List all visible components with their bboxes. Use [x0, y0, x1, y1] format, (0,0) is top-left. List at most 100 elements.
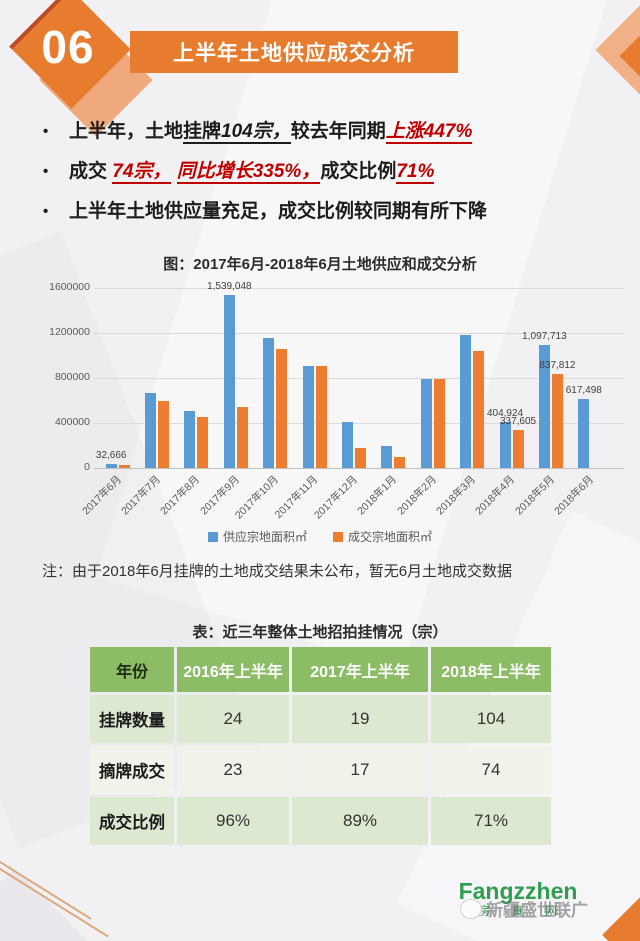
y-axis-tick-label: 1600000	[49, 281, 90, 293]
table-row-label: 挂牌数量	[90, 695, 174, 743]
bar-data-label: 1,097,713	[522, 330, 567, 342]
table-cell: 17	[292, 746, 428, 794]
bullet-segment: 上半年土地供应量充足，成交比例较同期有所下降	[69, 201, 488, 222]
legend-swatch	[333, 531, 343, 542]
x-axis-tick-label: 2017年7月	[118, 473, 163, 518]
table-cell: 19	[292, 695, 428, 743]
bullet-item: • 上半年，土地挂牌104宗，较去年同期上涨447%	[40, 118, 618, 145]
table-header-cell: 年份	[90, 647, 174, 692]
table-cell: 96%	[177, 797, 289, 845]
bar-deal	[236, 407, 248, 468]
table-cell: 74	[431, 746, 551, 794]
bullet-segment: 成交比例	[320, 161, 397, 182]
gridline	[94, 333, 624, 334]
wechat-icon	[460, 898, 482, 919]
land-supply-chart: 图：2017年6月-2018年6月土地供应和成交分析 0 400000 800000…	[30, 242, 624, 558]
bar-deal	[276, 348, 288, 468]
legend-label: 供应宗地面积㎡	[222, 530, 307, 544]
table-cell: 104	[431, 695, 551, 743]
bar-supply	[263, 337, 275, 468]
chart-legend: 供应宗地面积㎡ 成交宗地面积㎡	[30, 528, 610, 545]
bar-supply	[184, 410, 196, 468]
watermark: 新疆盛世联广	[460, 896, 588, 921]
chart-title: 图：2017年6月-2018年6月土地供应和成交分析	[163, 256, 477, 273]
bar-deal	[394, 457, 406, 468]
bar-data-label: 337,605	[499, 416, 537, 428]
bullet-item: • 上半年土地供应量充足，成交比例较同期有所下降	[40, 198, 618, 225]
bullet-segment: 挂牌	[183, 121, 222, 144]
gridline	[94, 468, 624, 469]
bar-data-label: 404,924	[486, 408, 524, 420]
bullet-text: 成交 74宗， 同比增长335%，成交比例71%	[69, 158, 435, 185]
bullet-dot: •	[43, 163, 49, 180]
table-cell: 89%	[292, 797, 428, 845]
bar-data-label: 837,812	[539, 359, 576, 371]
x-axis-tick-label: 2017年8月	[158, 473, 203, 518]
bullet-segment: 较去年同期	[290, 121, 386, 142]
bullet-segment: 74宗，	[112, 161, 172, 184]
bar-supply	[223, 294, 235, 468]
bullet-segment: 上涨447%	[385, 121, 473, 144]
bar-deal	[433, 378, 445, 468]
bar-supply	[342, 422, 353, 468]
table-cell: 71%	[431, 797, 551, 845]
section-number: 06	[41, 21, 95, 73]
logo-subtext: 房 真 网	[478, 904, 566, 918]
table-header-cell: 2017年上半年	[292, 647, 428, 692]
decor-line	[0, 854, 92, 920]
bullet-segment: 71%	[396, 161, 435, 184]
table-header-cell: 2016年上半年	[177, 647, 289, 692]
bullet-dot: •	[43, 203, 49, 220]
x-axis-tick-label: 2018年1月	[355, 473, 400, 518]
bullet-segment: 上半年，土地	[69, 121, 184, 142]
bullet-text: 上半年，土地挂牌104宗，较去年同期上涨447%	[69, 118, 473, 145]
bullet-segment: 104宗，	[221, 121, 291, 144]
bullet-list: • 上半年，土地挂牌104宗，较去年同期上涨447% • 成交 74宗， 同比增长33…	[40, 118, 618, 238]
bullet-text: 上半年土地供应量充足，成交比例较同期有所下降	[69, 198, 487, 225]
bar-deal	[118, 464, 130, 468]
bullet-dot: •	[43, 123, 49, 140]
table-header-cell: 2018年上半年	[431, 647, 551, 692]
gridline	[94, 378, 624, 379]
bullet-segment: 同比增长335%，	[176, 161, 321, 184]
table-cell: 23	[177, 746, 289, 794]
legend-label: 成交宗地面积㎡	[348, 530, 433, 544]
table-row-label: 摘牌成交	[90, 746, 174, 794]
bar-data-label: 32,666	[95, 450, 127, 462]
y-axis-tick-label: 1200000	[49, 326, 90, 338]
legend-item: 供应宗地面积㎡	[207, 528, 307, 545]
page-title: 上半年土地供应成交分析	[130, 31, 458, 73]
bar-supply	[460, 334, 472, 468]
bar-deal	[512, 430, 524, 468]
bullet-item: • 成交 74宗， 同比增长335%，成交比例71%	[40, 158, 618, 185]
y-axis-tick-label: 400000	[54, 416, 90, 428]
bar-supply	[538, 344, 550, 468]
bar-deal	[197, 417, 209, 468]
gridline	[94, 423, 624, 424]
bar-deal	[551, 373, 563, 468]
chart-note: 注：由于2018年6月挂牌的土地成交结果未公布，暂无6月土地成交数据	[42, 563, 513, 580]
x-axis-tick-label: 2018年3月	[434, 473, 479, 518]
legend-swatch	[207, 531, 218, 542]
bar-data-label: 617,498	[565, 384, 602, 396]
bar-data-label: 1,539,048	[207, 280, 252, 292]
bar-supply	[578, 398, 590, 468]
bar-supply	[105, 464, 117, 468]
bar-deal	[315, 365, 327, 468]
bar-deal	[355, 448, 366, 468]
gridline	[94, 288, 624, 289]
bar-supply	[145, 393, 157, 468]
land-table: 年份 2016年上半年 2017年上半年 2018年上半年 挂牌数量 24 19 104 摘牌成…	[90, 647, 551, 845]
y-axis-tick-label: 800000	[54, 371, 90, 383]
bar-deal	[158, 401, 170, 468]
x-axis-tick-label: 2017年6月	[79, 473, 124, 518]
watermark-text: 新疆盛世联广	[486, 901, 588, 920]
legend-item: 成交宗地面积㎡	[333, 528, 432, 545]
chart-plot: 0 400000 800000 1200000 1600000 2017年6月 2017年7…	[49, 281, 624, 522]
bullet-segment: 成交	[69, 161, 113, 182]
bullet-segment	[171, 161, 176, 182]
table-title: 表：近三年整体土地招拍挂情况（宗）	[192, 624, 448, 641]
bottom-right-diamond	[602, 874, 640, 941]
logo: Fangzzhen 房 真 网	[447, 878, 589, 919]
